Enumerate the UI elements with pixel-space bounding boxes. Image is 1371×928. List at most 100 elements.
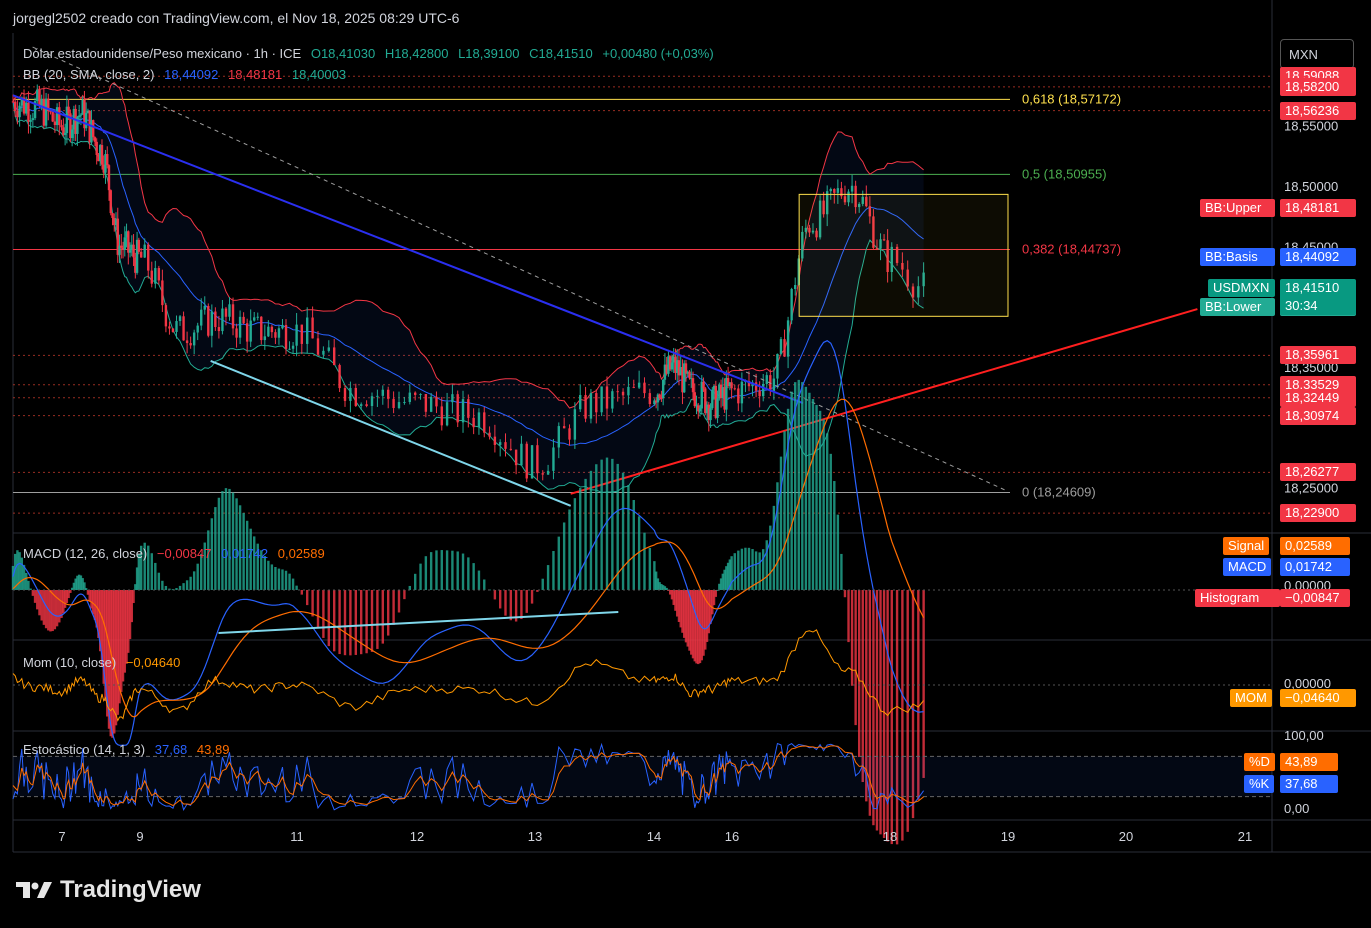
candle-body bbox=[147, 244, 150, 271]
candle-body bbox=[210, 311, 214, 336]
macd-histogram-bar bbox=[354, 590, 357, 655]
macd-histogram-bar bbox=[589, 470, 593, 590]
macd-histogram-bar bbox=[530, 590, 534, 604]
macd-histogram-bar bbox=[127, 590, 130, 653]
candle-body bbox=[38, 89, 41, 107]
candle-body bbox=[690, 378, 693, 380]
macd-histogram-bar bbox=[477, 570, 481, 590]
candle-body bbox=[207, 305, 210, 336]
divergence-arrow-macd bbox=[218, 611, 619, 634]
time-axis-label: 16 bbox=[725, 829, 739, 844]
candle-body bbox=[822, 200, 825, 215]
macd-tag-label: Histogram bbox=[1195, 589, 1280, 607]
macd-histogram-bar bbox=[130, 590, 134, 623]
candle-body bbox=[245, 323, 249, 342]
candle-body bbox=[79, 114, 83, 116]
macd-histogram-bar bbox=[797, 379, 800, 590]
macd-histogram-bar bbox=[74, 578, 77, 590]
macd-histogram-bar bbox=[808, 392, 811, 590]
candle-body bbox=[440, 406, 443, 426]
level-price-tag: 18,22900 bbox=[1280, 504, 1356, 523]
macd-histogram-bar bbox=[424, 556, 428, 590]
time-axis-label: 11 bbox=[290, 829, 304, 844]
macd-histogram-bar bbox=[573, 498, 577, 590]
candle-body bbox=[917, 286, 920, 298]
macd-histogram-bar bbox=[392, 590, 395, 625]
bb-upper-value: 18,48181 bbox=[227, 67, 283, 82]
candle-body bbox=[829, 188, 832, 192]
macd-histogram-bar bbox=[62, 590, 65, 613]
time-axis-label: 9 bbox=[136, 829, 143, 844]
currency-button[interactable]: MXN bbox=[1280, 39, 1354, 69]
candle-body bbox=[697, 405, 700, 412]
candle-body bbox=[435, 396, 438, 407]
macd-histogram-bar bbox=[114, 590, 118, 726]
candle-body bbox=[509, 448, 513, 450]
macd-histogram-bar bbox=[658, 582, 661, 590]
candle-body bbox=[840, 188, 843, 197]
macd-histogram-bar bbox=[20, 557, 24, 590]
macd-tag-value: −0,00847 bbox=[1280, 589, 1350, 607]
macd-histogram-bar bbox=[387, 590, 390, 636]
candle-body bbox=[150, 270, 153, 284]
macd-histogram-bar bbox=[922, 590, 925, 778]
macd-histogram-bar bbox=[120, 590, 123, 692]
candle-body bbox=[783, 339, 786, 357]
macd-histogram-bar bbox=[843, 590, 847, 598]
candle-body bbox=[648, 393, 652, 405]
candle-body bbox=[627, 386, 630, 396]
macd-histogram-bar bbox=[847, 590, 850, 643]
candle-body bbox=[709, 408, 712, 421]
macd-histogram-bar bbox=[917, 590, 920, 800]
candle-body bbox=[123, 237, 126, 250]
candle-body bbox=[92, 120, 95, 138]
macd-histogram-bar bbox=[467, 557, 470, 590]
macd-histogram-bar bbox=[253, 536, 256, 590]
candle-body bbox=[754, 382, 758, 391]
macd-histogram-bar bbox=[705, 590, 709, 642]
candle-body bbox=[541, 473, 544, 475]
macd-histogram-bar bbox=[192, 571, 196, 590]
macd-histogram-bar bbox=[137, 554, 141, 590]
macd-histogram-bar bbox=[182, 583, 185, 590]
candle-body bbox=[121, 247, 125, 250]
candle-body bbox=[42, 98, 46, 126]
candle-body bbox=[200, 309, 203, 326]
macd-histogram-bar bbox=[185, 580, 189, 590]
candle-body bbox=[589, 393, 593, 419]
macd-histogram-bar bbox=[818, 410, 822, 590]
macd-histogram-bar bbox=[730, 556, 733, 590]
candle-body bbox=[231, 304, 235, 329]
candle-body bbox=[790, 288, 793, 321]
candle-body bbox=[637, 382, 641, 388]
macd-histogram-bar bbox=[621, 472, 625, 590]
macd-histogram-bar bbox=[695, 590, 698, 664]
candle-body bbox=[922, 272, 925, 287]
macd-histogram-bar bbox=[786, 408, 790, 590]
macd-histogram-bar bbox=[557, 536, 560, 590]
time-axis-label: 20 bbox=[1119, 829, 1133, 844]
macd-histogram-bar bbox=[737, 550, 740, 590]
macd-histogram-bar bbox=[81, 578, 84, 590]
macd-tag-label: Signal bbox=[1223, 537, 1270, 555]
candle-body bbox=[691, 378, 695, 393]
candle-body bbox=[451, 394, 454, 403]
candle-body bbox=[693, 392, 696, 407]
candle-body bbox=[125, 231, 128, 238]
macd-histogram-bar bbox=[643, 532, 646, 590]
candle-body bbox=[270, 326, 274, 333]
macd-histogram-bar bbox=[16, 550, 19, 590]
macd-histogram-bar bbox=[504, 590, 507, 616]
macd-histogram-bar bbox=[113, 590, 116, 734]
macd-histogram-bar bbox=[256, 543, 259, 590]
macd-histogram-bar bbox=[135, 567, 139, 590]
candle-body bbox=[333, 347, 336, 366]
candle-body bbox=[128, 250, 132, 253]
macd-histogram-bar bbox=[509, 590, 513, 621]
stoch-tag-label: %D bbox=[1244, 753, 1275, 771]
candle-body bbox=[584, 395, 587, 419]
stoch-tag-value: 43,89 bbox=[1280, 753, 1338, 771]
macd-histogram-bar bbox=[804, 386, 808, 590]
candle-body bbox=[536, 445, 539, 474]
